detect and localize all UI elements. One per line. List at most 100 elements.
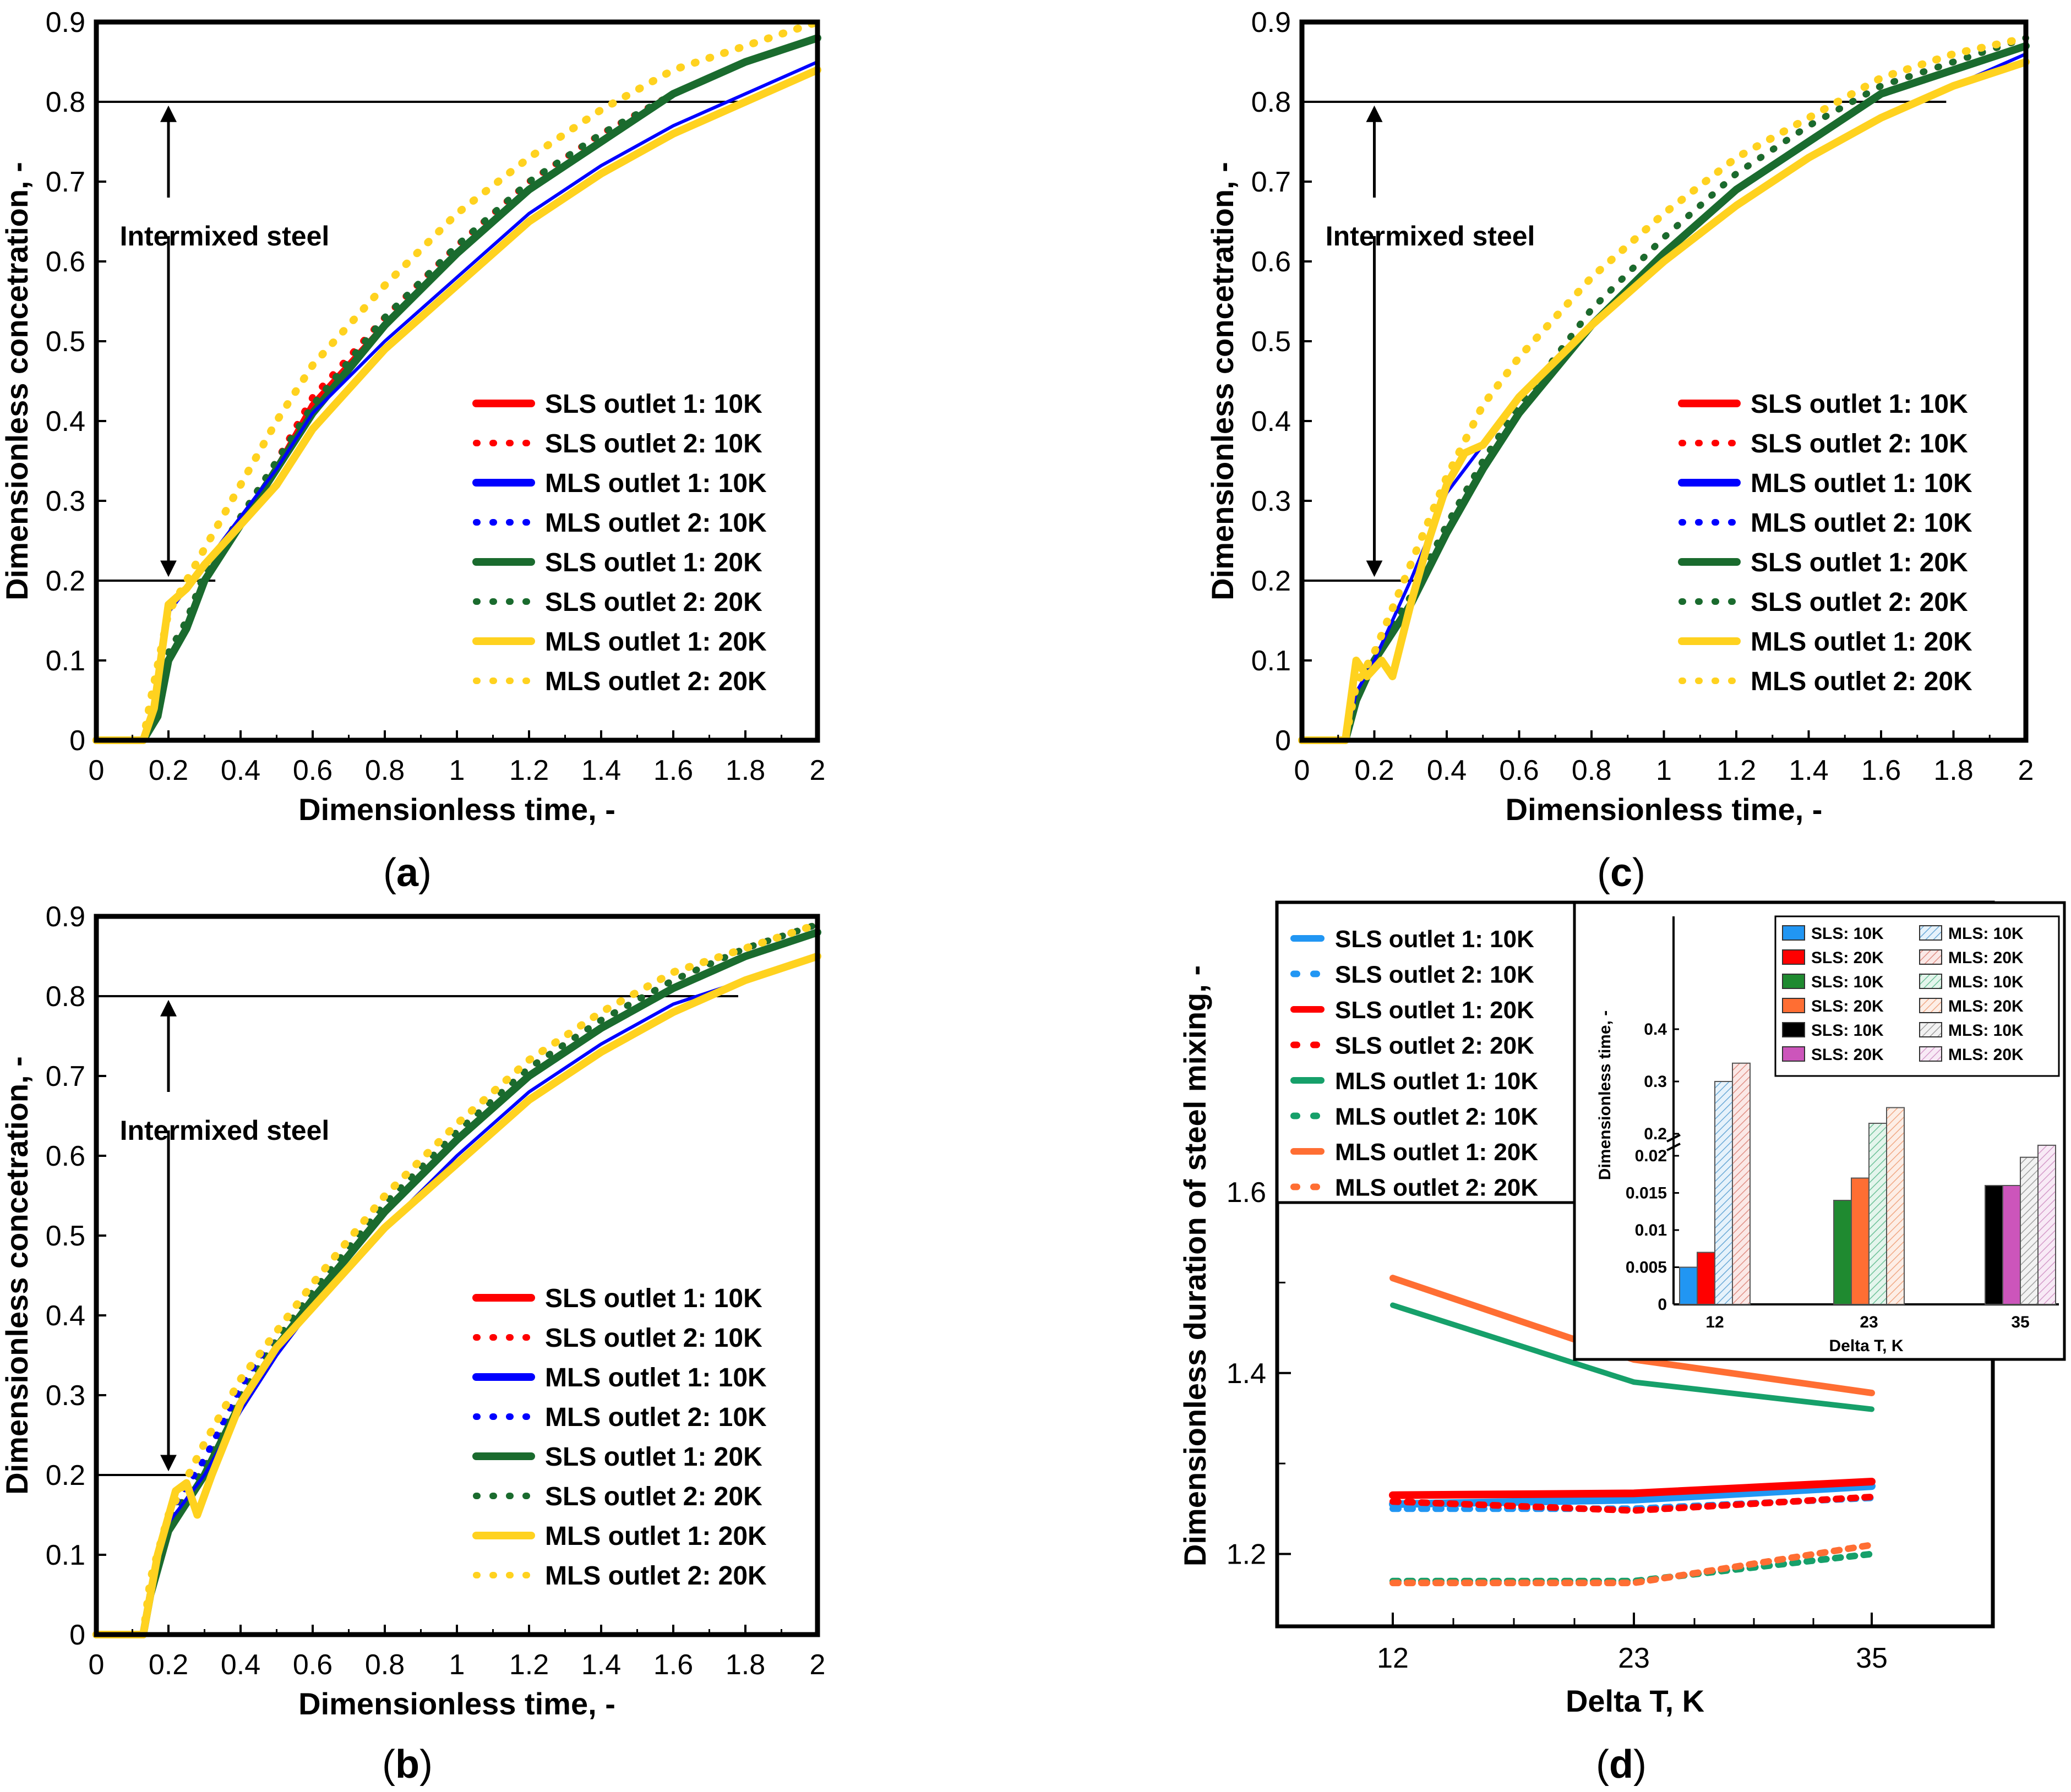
panel-c-ylabel: Dimensionless concetration, - <box>1205 162 1240 600</box>
panel-a-ytick-label: 0.7 <box>46 166 85 198</box>
panel-a-legend-label: MLS outlet 1: 10K <box>545 469 767 498</box>
panel-b-ytick-label: 0.2 <box>46 1460 85 1491</box>
inset-bar <box>2020 1156 2039 1305</box>
panel-d-legend-label: SLS outlet 2: 20K <box>1335 1032 1534 1059</box>
panel-b-legend-label: MLS outlet 1: 10K <box>545 1363 767 1392</box>
panel-a-xtick-label: 1 <box>449 755 465 786</box>
inset-bar <box>1851 1177 1870 1305</box>
panel-c-legend-label: SLS outlet 2: 10K <box>1751 429 1968 458</box>
inset-bar <box>1679 1266 1698 1305</box>
inset-ytick-label: 0.01 <box>1635 1221 1667 1239</box>
inset-ytick-label: 0.3 <box>1644 1073 1667 1091</box>
inset-legend-label: MLS: 20K <box>1948 949 2024 967</box>
panel-c-ytick-label: 0.6 <box>1251 246 1291 278</box>
panel-a-letter: a <box>396 851 419 895</box>
inset-legend-label: MLS: 20K <box>1948 997 2024 1015</box>
panel-c-letter: c <box>1610 851 1632 895</box>
panel-c-series-line <box>1298 42 2030 744</box>
inset-ytick-label: 0 <box>1658 1296 1667 1314</box>
panel-b-annotation: Intermixed steel <box>120 1115 330 1146</box>
inset-ytick-label: 0.015 <box>1626 1184 1667 1203</box>
panel-a-xtick-label: 2 <box>810 755 826 786</box>
panel-label-b: (b) <box>382 1742 433 1786</box>
panel-d-legend-label: SLS outlet 1: 10K <box>1335 926 1534 953</box>
inset-chart: 0 0.005 0.01 0.015 0.02 0.2 0.3 0.4 Dimensionles… <box>1573 901 2066 1361</box>
inset-xtick-label: 35 <box>2011 1313 2029 1331</box>
panel-a-xtick-label: 0.6 <box>293 755 333 786</box>
panel-c-xtick-label: 1 <box>1656 755 1672 786</box>
panel-b-xtick-label: 1.6 <box>653 1649 693 1681</box>
panel-c-xtick-label: 0.6 <box>1499 755 1539 786</box>
inset-ytick-label: 0.4 <box>1644 1020 1667 1039</box>
inset-legend-label: SLS: 10K <box>1811 1021 1884 1040</box>
panel-b-ytick-label: 0.5 <box>46 1220 85 1252</box>
panel-b-legend-label: SLS outlet 1: 10K <box>545 1284 762 1313</box>
panel-c-ytick-label: 0.2 <box>1251 565 1291 597</box>
panel-c-annotation-bg <box>1320 198 1557 236</box>
panel-a-series-line <box>92 66 821 744</box>
panel-d-legend-frame <box>1276 901 1576 1204</box>
inset-legend-swatch <box>1919 998 1942 1013</box>
panel-d-legend-label: SLS outlet 2: 10K <box>1335 961 1534 988</box>
panel-a-legend-label: SLS outlet 2: 20K <box>545 588 762 617</box>
panel-b-xtick-label: 1.2 <box>509 1649 549 1681</box>
panel-c-annotation: Intermixed steel <box>1326 221 1535 252</box>
inset-legend-label: MLS: 10K <box>1948 973 2024 991</box>
inset-legend-swatch <box>1782 925 1805 941</box>
panel-b-legend-label: MLS outlet 2: 20K <box>545 1561 767 1591</box>
inset-legend-swatch <box>1919 974 1942 989</box>
inset-legend-label: SLS: 20K <box>1811 997 1884 1015</box>
panel-c-xtick-label: 2 <box>2018 755 2034 786</box>
inset-legend-label: MLS: 10K <box>1948 1021 2024 1040</box>
panel-b-legend-label: SLS outlet 2: 10K <box>545 1324 762 1353</box>
panel-c-legend-label: MLS outlet 1: 20K <box>1751 627 1972 657</box>
panel-a-xlabel: Dimensionless time, - <box>298 792 615 827</box>
panel-a-ylabel: Dimensionless concetration, - <box>0 162 34 600</box>
panel-a-ytick-label: 0.2 <box>46 565 85 597</box>
panel-c-series-line <box>1298 58 2030 744</box>
inset-legend-swatch <box>1782 949 1805 965</box>
inset-axis-break <box>1666 1134 1681 1151</box>
panel-c-xlabel: Dimensionless time, - <box>1506 792 1823 827</box>
panel-b-xtick-label: 1 <box>449 1649 465 1681</box>
panel-c-ytick-label: 0.9 <box>1251 7 1291 39</box>
inset-bar <box>1833 1200 1852 1305</box>
inset-legend-label: SLS: 10K <box>1811 925 1884 943</box>
panel-label-c: (c) <box>1597 851 1645 895</box>
inset-legend-label: MLS: 10K <box>1948 925 2024 943</box>
panel-b-ytick-label: 0.1 <box>46 1539 85 1571</box>
panel-c-xtick-label: 0.2 <box>1354 755 1394 786</box>
panel-b-xtick-label: 0 <box>89 1649 105 1681</box>
panel-a-legend-label: MLS outlet 2: 10K <box>545 509 767 538</box>
inset-legend-frame <box>1774 915 2060 1077</box>
panel-c-ytick-label: 0.8 <box>1251 86 1291 118</box>
panel-d-ytick-label: 1.2 <box>1227 1539 1266 1571</box>
panel-c-legend-label: MLS outlet 2: 10K <box>1751 509 1972 538</box>
panel-a-xtick-label: 0.8 <box>365 755 405 786</box>
panel-a-legend-label: MLS outlet 2: 20K <box>545 667 767 696</box>
panel-a-ytick-label: 0.4 <box>46 406 85 438</box>
panel-b-ytick-label: 0.9 <box>46 901 85 933</box>
inset-legend-swatch <box>1919 1022 1942 1037</box>
panel-b-legend-label: MLS outlet 2: 10K <box>545 1403 767 1432</box>
panel-b-xtick-label: 1.8 <box>726 1649 765 1681</box>
panel-a-ytick-label: 0.1 <box>46 645 85 677</box>
inset-legend-swatch <box>1782 974 1805 989</box>
panel-a-ytick-label: 0.6 <box>46 246 85 278</box>
panel-d-xtick-label: 12 <box>1377 1642 1409 1674</box>
inset-xtick-label: 12 <box>1705 1313 1724 1331</box>
inset-legend-label: SLS: 10K <box>1811 973 1884 991</box>
panel-a-ytick-label: 0.3 <box>46 485 85 517</box>
panel-c-xtick-label: 0.4 <box>1427 755 1467 786</box>
panel-d-legend-label: MLS outlet 1: 10K <box>1335 1068 1538 1095</box>
panel-c-ytick-label: 0.4 <box>1251 406 1291 438</box>
inset-legend-label: MLS: 20K <box>1948 1046 2024 1064</box>
panel-a-xtick-label: 1.8 <box>726 755 765 786</box>
panel-b-ylabel: Dimensionless concetration, - <box>0 1056 34 1495</box>
inset-bar <box>2037 1144 2056 1305</box>
panel-d-series-line <box>1389 1493 1875 1514</box>
inset-bar <box>1886 1107 1905 1305</box>
panel-b-ytick-label: 0.7 <box>46 1061 85 1092</box>
panel-d-letter: d <box>1609 1742 1633 1786</box>
